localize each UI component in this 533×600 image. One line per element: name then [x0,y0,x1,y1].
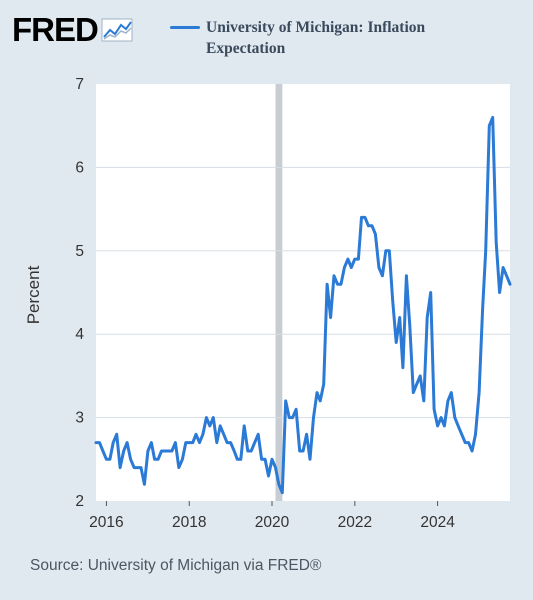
plot-background [96,84,510,501]
series-layer [94,115,512,495]
x-tick-label: 2020 [255,514,290,531]
line-chart: 2 3 4 5 6 7 2016 2018 2020 2022 2024 Percent [24,76,512,531]
plot-area [96,84,510,501]
y-tick-label: 3 [75,410,84,427]
x-tick-label: 2024 [420,514,455,531]
y-tick-label: 4 [75,326,84,343]
chart-legend: University of Michigan: Inflation Expect… [170,17,486,59]
recession-band [275,84,283,501]
y-tick-label: 5 [75,243,84,260]
y-axis-title: Percent [24,265,43,324]
y-tick-label: 7 [75,76,84,93]
x-tick-label: 2022 [338,514,372,531]
fred-logo[interactable]: FRED [12,10,133,50]
fred-logo-text: FRED [12,11,99,48]
series-line [94,115,512,495]
y-tick-label: 6 [75,159,84,176]
x-axis: 2016 2018 2020 2022 2024 [89,501,455,531]
x-tick-label: 2018 [172,514,206,531]
source-note: Source: University of Michigan via FRED® [30,557,322,574]
x-tick-label: 2016 [89,514,123,531]
legend-swatch [170,26,200,29]
y-tick-label: 2 [75,493,84,510]
graph-line-icon [101,18,133,42]
legend-series-label: University of Michigan: Inflation Expect… [206,19,426,57]
